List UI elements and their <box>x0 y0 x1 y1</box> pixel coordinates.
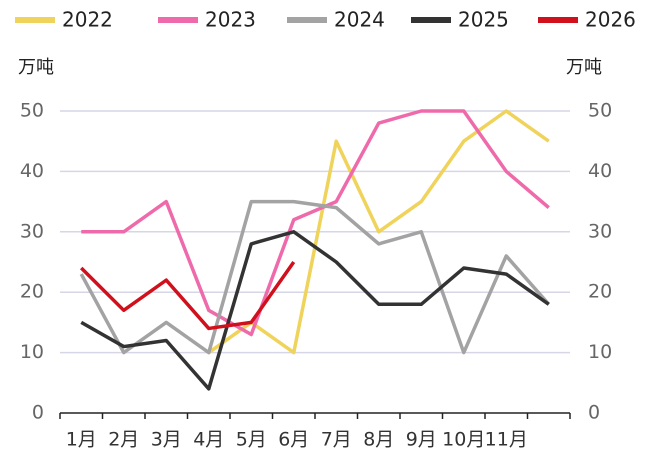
legend-label: 2022 <box>62 8 113 32</box>
x-tick-label: 3月 <box>151 429 182 451</box>
x-tick-label: 7月 <box>321 429 352 451</box>
x-tick-label: 5月 <box>236 429 267 451</box>
series-line <box>80 260 296 331</box>
y2-axis-unit: 万吨 <box>566 57 602 78</box>
x-tick-label: 9月 <box>406 429 437 451</box>
y2-tick-label: 20 <box>588 281 612 303</box>
legend-label: 2025 <box>458 8 509 32</box>
x-tick-label: 2月 <box>108 429 139 451</box>
series-line <box>81 109 550 337</box>
legend-label: 2026 <box>585 8 636 32</box>
y2-tick-label: 50 <box>588 100 612 122</box>
y2-tick-label: 10 <box>588 341 612 363</box>
series-line <box>80 230 550 391</box>
y-tick-label: 10 <box>20 341 44 363</box>
y2-tick-label: 40 <box>588 160 612 182</box>
series-line <box>207 109 550 355</box>
y-tick-label: 0 <box>32 402 44 424</box>
x-tick-label: 10月 <box>442 429 485 451</box>
x-tick-label: 6月 <box>278 429 309 451</box>
y-tick-label: 40 <box>20 160 44 182</box>
legend-label: 2024 <box>334 8 385 32</box>
x-tick-label: 11月 <box>485 429 528 451</box>
x-tick-label: 8月 <box>363 429 394 451</box>
x-tick-label: 1月 <box>66 429 97 451</box>
legend-label: 2023 <box>205 8 256 32</box>
y2-tick-label: 30 <box>588 220 612 242</box>
y-axis-unit: 万吨 <box>18 57 54 78</box>
y-tick-label: 50 <box>20 100 44 122</box>
y2-tick-label: 0 <box>588 402 600 424</box>
x-tick-label: 4月 <box>193 429 224 451</box>
series-line <box>79 199 551 355</box>
y-tick-label: 30 <box>20 220 44 242</box>
y-tick-label: 20 <box>20 281 44 303</box>
